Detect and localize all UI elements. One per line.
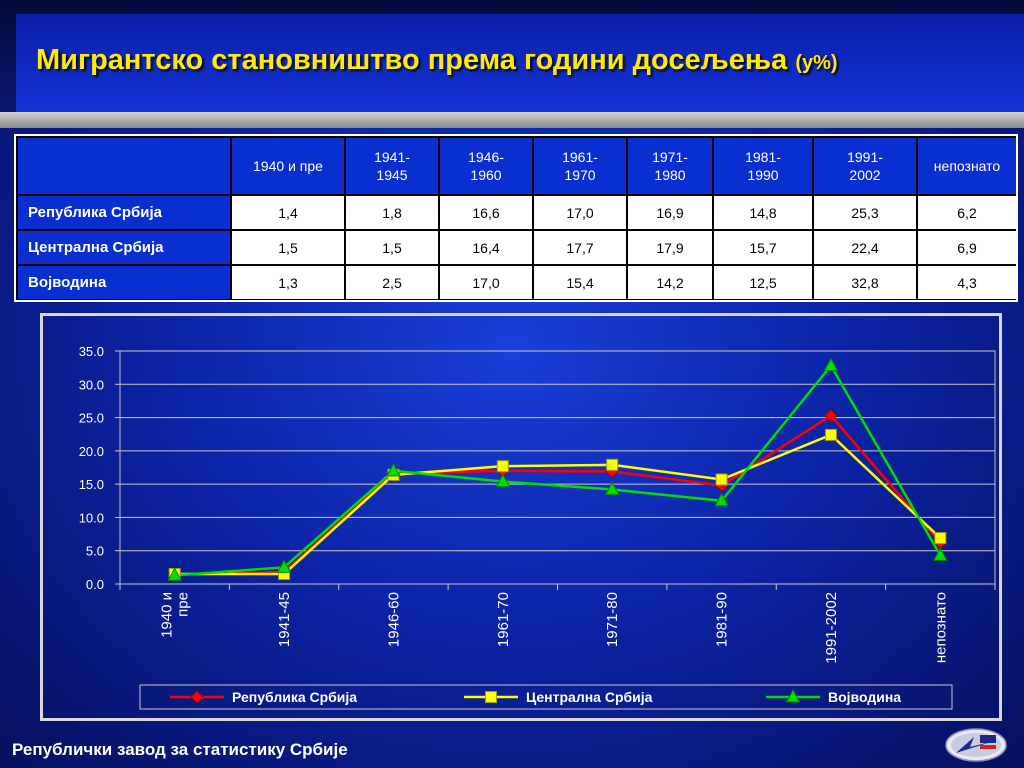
x-tick-label: 1940 ипре: [159, 592, 192, 638]
data-point: [386, 462, 401, 477]
table-cell: 12,5: [712, 264, 814, 301]
table-cell: 6,2: [916, 194, 1018, 231]
x-tick-label: 1941-45: [276, 592, 293, 647]
table-cell: 16,4: [438, 229, 534, 266]
x-tick-label: 1991-2002: [823, 592, 840, 664]
table-header-cell: 1961- 1970: [532, 136, 628, 196]
table-cell: 1,5: [344, 229, 440, 266]
data-point: [714, 492, 729, 507]
table-cell: 2,5: [344, 264, 440, 301]
table-cell: 16,9: [626, 194, 714, 231]
y-tick-label: 0.0: [86, 577, 104, 592]
data-point: [496, 460, 509, 473]
table-cell: 1,8: [344, 194, 440, 231]
rzs-logo: [945, 728, 1007, 762]
y-tick-label: 10.0: [79, 510, 104, 525]
series-line: [174, 433, 942, 576]
table-cell: 1,3: [230, 264, 346, 301]
x-tick-label: 1946-60: [385, 592, 402, 647]
table-cell: 17,0: [532, 194, 628, 231]
table-cell: 17,0: [438, 264, 534, 301]
data-point: [823, 357, 839, 372]
data-point: [276, 559, 292, 573]
table-cell: 4,3: [916, 264, 1018, 301]
table-cell: 14,2: [626, 264, 714, 301]
y-tick-label: 20.0: [79, 444, 104, 459]
table-header-cell: 1971- 1980: [626, 136, 714, 196]
x-tick-label: 1981-90: [714, 592, 731, 647]
table-header-cell: непознато: [916, 136, 1018, 196]
table-row-label: Централна Србија: [16, 229, 232, 266]
data-point: [604, 481, 620, 495]
legend-box: [139, 684, 953, 710]
table-corner-cell: [16, 136, 232, 196]
y-tick-label: 15.0: [79, 477, 104, 492]
table-header-cell: 1991- 2002: [812, 136, 918, 196]
x-tick-label: непознато: [932, 592, 949, 663]
table-row: Војводина 1,3 2,5 17,0 15,4 14,2 12,5 32,8 4,3: [16, 264, 1018, 301]
y-tick-label: 35.0: [79, 344, 104, 359]
table-cell: 25,3: [812, 194, 918, 231]
slide-title-main: Мигрантско становништво према години дос…: [36, 44, 788, 76]
title-divider: [0, 112, 1024, 128]
table-cell: 16,6: [438, 194, 534, 231]
data-point: [824, 408, 838, 423]
table-cell: 22,4: [812, 229, 918, 266]
table-cell: 15,7: [712, 229, 814, 266]
table-header-row: 1940 и пре 1941- 1945 1946- 1960 1961- 1970 197…: [16, 136, 1018, 196]
table-header-cell: 1946- 1960: [438, 136, 534, 196]
table-cell: 1,5: [230, 229, 346, 266]
data-table: 1940 и пре 1941- 1945 1946- 1960 1961- 1970 197…: [16, 136, 1018, 301]
table-header-cell: 1941- 1945: [344, 136, 440, 196]
data-point: [715, 473, 728, 486]
table-cell: 15,4: [532, 264, 628, 301]
data-point: [167, 567, 183, 581]
line-chart: 0.0 5.0 10.0 15.0 20.0 25.0 30.0 35.0 1940 ипре 1…: [79, 344, 996, 710]
data-point: [932, 547, 948, 561]
slide-title: Мигрантско становништво према години дос…: [36, 44, 838, 77]
table-cell: 17,9: [626, 229, 714, 266]
table-cell: 1,4: [230, 194, 346, 231]
data-point: [495, 473, 511, 487]
series-line: [174, 413, 942, 576]
x-tick-label: 1971-80: [604, 592, 621, 647]
y-tick-label: 5.0: [86, 544, 104, 559]
legend-swatch-marker: [190, 690, 204, 704]
table-cell: 17,7: [532, 229, 628, 266]
legend: Република Србија Централна Србија Војводин…: [139, 684, 953, 710]
series-line: [174, 363, 942, 577]
chart-container: 0.0 5.0 10.0 15.0 20.0 25.0 30.0 35.0 1940 ипре 1…: [40, 313, 1002, 721]
legend-label: Војводина: [828, 689, 901, 705]
legend-label: Република Србија: [232, 689, 357, 705]
table-row-label: Република Србија: [16, 194, 232, 231]
table-cell: 6,9: [916, 229, 1018, 266]
data-point: [824, 428, 837, 441]
title-panel: [16, 14, 1024, 112]
table-row: Централна Србија 1,5 1,5 16,4 17,7 17,9 15,7 22…: [16, 229, 1018, 266]
table-cell: 14,8: [712, 194, 814, 231]
table-row-label: Војводина: [16, 264, 232, 301]
table-cell: 32,8: [812, 264, 918, 301]
table-row: Република Србија 1,4 1,8 16,6 17,0 16,9 14,8 25…: [16, 194, 1018, 231]
x-tick-label: 1961-70: [495, 592, 512, 647]
legend-swatch-marker: [485, 691, 497, 703]
y-tick-label: 30.0: [79, 377, 104, 392]
data-point: [606, 458, 619, 471]
footer-source: Републички завод за статистику Србије: [12, 740, 348, 759]
table-header-cell: 1981- 1990: [712, 136, 814, 196]
data-point: [934, 532, 947, 545]
slide-title-unit: (у%): [795, 52, 838, 74]
legend-swatch-marker: [785, 688, 801, 703]
y-tick-label: 25.0: [79, 411, 104, 426]
legend-label: Централна Србија: [526, 689, 653, 705]
table-header-cell: 1940 и пре: [230, 136, 346, 196]
